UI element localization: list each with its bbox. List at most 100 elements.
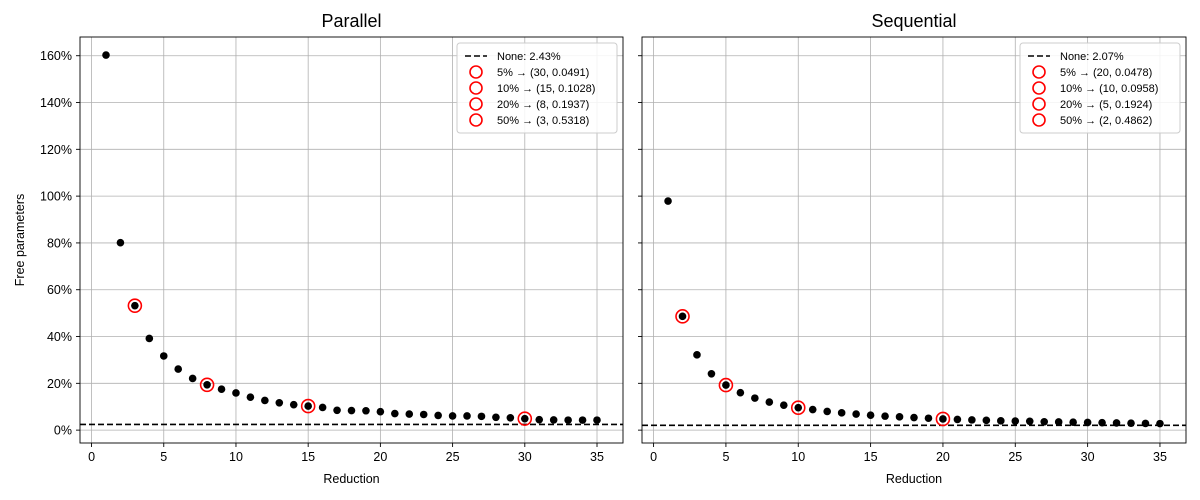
data-point bbox=[736, 388, 745, 397]
data-point bbox=[1011, 417, 1020, 425]
y-tick-label: 120% bbox=[40, 143, 72, 157]
x-tick-label: 20 bbox=[373, 450, 387, 464]
legend-label: 10% → (15, 0.1028) bbox=[497, 83, 595, 95]
data-point bbox=[506, 413, 515, 422]
data-point bbox=[520, 414, 529, 423]
highlight-ring bbox=[718, 377, 734, 393]
data-point bbox=[881, 412, 889, 420]
data-point bbox=[159, 352, 168, 360]
y-tick-label: 140% bbox=[40, 96, 72, 110]
data-point bbox=[924, 414, 933, 423]
x-tick-label: 5 bbox=[722, 450, 729, 464]
data-point bbox=[968, 416, 976, 424]
data-point bbox=[246, 393, 255, 401]
data-point bbox=[564, 416, 572, 424]
data-point bbox=[232, 389, 240, 397]
y-tick-label: 160% bbox=[40, 49, 72, 63]
x-tick-label: 10 bbox=[791, 450, 805, 464]
x-tick-label: 20 bbox=[936, 450, 950, 464]
data-point bbox=[549, 416, 558, 424]
panel-title: Parallel bbox=[321, 11, 381, 31]
data-point bbox=[1025, 417, 1034, 426]
panel-title: Sequential bbox=[871, 11, 956, 31]
data-point bbox=[997, 417, 1005, 425]
data-point bbox=[448, 412, 457, 420]
data-point bbox=[304, 402, 312, 410]
x-tick-label: 15 bbox=[864, 450, 878, 464]
data-point bbox=[1069, 418, 1077, 427]
data-point bbox=[808, 405, 817, 414]
legend: None: 2.43% 5% → (30, 0.0491) 10% → (15, 0… bbox=[456, 42, 618, 134]
legend-highlight-swatch bbox=[1032, 65, 1046, 79]
legend-highlight-swatch bbox=[1032, 81, 1046, 95]
highlight-ring bbox=[675, 309, 690, 324]
data-point bbox=[866, 411, 875, 420]
x-axis-title: Reduction bbox=[323, 472, 379, 486]
data-point bbox=[765, 398, 774, 406]
data-point bbox=[823, 407, 831, 416]
data-point bbox=[203, 381, 211, 389]
data-point bbox=[102, 51, 110, 59]
data-point bbox=[419, 410, 428, 419]
data-point bbox=[779, 401, 788, 409]
data-point bbox=[707, 369, 716, 378]
data-point bbox=[217, 385, 226, 394]
legend-highlight-swatch bbox=[469, 97, 483, 111]
legend-label: 10% → (10, 0.0958) bbox=[1060, 83, 1158, 95]
legend-highlight-swatch bbox=[469, 81, 483, 95]
data-point bbox=[492, 413, 500, 422]
data-point bbox=[1156, 419, 1164, 428]
legend-label: None: 2.43% bbox=[497, 51, 561, 63]
y-axis-title: Free parameters bbox=[13, 194, 27, 286]
highlight-ring bbox=[517, 411, 533, 426]
x-tick-label: 0 bbox=[650, 450, 657, 464]
data-point bbox=[174, 365, 183, 373]
highlight-ring bbox=[199, 377, 215, 393]
x-tick-label: 25 bbox=[1008, 450, 1022, 464]
data-point bbox=[910, 413, 918, 422]
data-point bbox=[722, 381, 730, 389]
data-point bbox=[145, 334, 154, 343]
legend-highlight-swatch bbox=[1032, 113, 1046, 127]
data-point bbox=[794, 403, 803, 412]
x-tick-label: 0 bbox=[88, 450, 95, 464]
legend-box bbox=[1019, 42, 1181, 134]
data-point bbox=[405, 410, 414, 418]
legend-highlight-swatch bbox=[469, 113, 483, 127]
sequential-panel: 0 5 10 15 20 25 30 35 Sequential Reduction None: 2… bbox=[638, 11, 1187, 486]
x-tick-label: 25 bbox=[446, 450, 460, 464]
y-tick-label: 40% bbox=[47, 330, 72, 344]
data-point bbox=[131, 301, 139, 310]
highlight-ring bbox=[790, 400, 806, 416]
data-point bbox=[275, 398, 284, 407]
y-tick-label: 0% bbox=[54, 424, 72, 438]
legend-label: 20% → (8, 0.1937) bbox=[497, 99, 589, 111]
data-point bbox=[333, 406, 341, 415]
data-point bbox=[693, 351, 701, 359]
data-point bbox=[376, 407, 385, 416]
data-point bbox=[391, 409, 399, 418]
y-tick-label: 80% bbox=[47, 236, 72, 250]
data-point bbox=[1112, 419, 1121, 427]
plot-frame bbox=[641, 36, 1187, 444]
data-point bbox=[953, 415, 962, 424]
legend-highlight-swatch bbox=[1032, 97, 1046, 111]
data-point bbox=[261, 396, 269, 405]
data-point bbox=[852, 410, 860, 418]
y-tick-label: 100% bbox=[40, 190, 72, 204]
data-point bbox=[477, 412, 486, 421]
y-tick-label: 20% bbox=[47, 377, 72, 391]
data-point bbox=[347, 406, 356, 415]
data-point bbox=[1040, 417, 1049, 426]
legend-label: None: 2.07% bbox=[1060, 51, 1124, 63]
data-point bbox=[1127, 419, 1135, 427]
data-point bbox=[116, 238, 125, 247]
data-point bbox=[678, 312, 687, 321]
legend: None: 2.07% 5% → (20, 0.0478) 10% → (10, 0… bbox=[1019, 42, 1181, 134]
x-tick-label: 5 bbox=[160, 450, 167, 464]
x-tick-label: 35 bbox=[1153, 450, 1167, 464]
data-point bbox=[1054, 418, 1063, 426]
highlight-ring bbox=[127, 298, 143, 313]
data-point bbox=[434, 411, 442, 420]
data-point bbox=[664, 197, 672, 205]
